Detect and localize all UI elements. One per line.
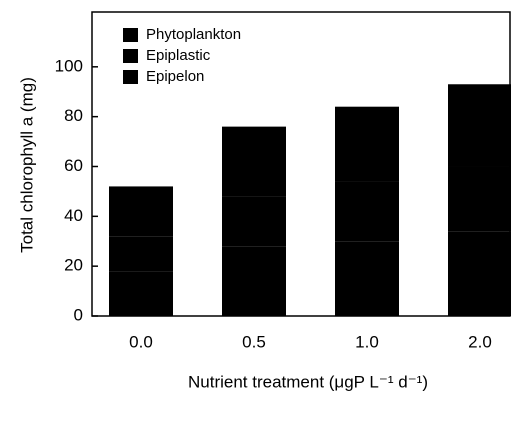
y-tick-label: 60 [64,156,83,175]
y-axis-label: Total chlorophyll a (mg) [17,77,36,253]
x-axis-label: Nutrient treatment (μgP L⁻¹ d⁻¹) [188,372,428,391]
legend-swatch [123,70,138,84]
legend-swatch [123,49,138,63]
x-tick-label: 0.5 [242,332,266,351]
bar-segment [335,181,399,242]
bar-segment [222,196,286,247]
bar-segment [335,241,399,316]
bar-segment [448,166,511,232]
bar-segment [222,126,286,197]
bar-segment [109,271,173,316]
legend-label: Phytoplankton [146,26,241,43]
legend-label: Epipelon [146,68,204,85]
bar-segment [222,246,286,316]
y-tick-label: 20 [64,256,83,275]
x-tick-label: 0.0 [129,332,153,351]
bar-segment [448,231,511,316]
x-tick-label: 2.0 [468,332,492,351]
y-tick-label: 0 [74,305,83,324]
bar-segment [109,186,173,237]
y-tick-label: 100 [55,56,83,75]
y-tick-label: 40 [64,206,83,225]
legend-label: Epiplastic [146,47,211,64]
x-tick-label: 1.0 [355,332,379,351]
bar-segment [109,236,173,272]
y-tick-label: 80 [64,106,83,125]
bar-segment [448,84,511,167]
bar-segment [335,106,399,182]
legend-swatch [123,28,138,42]
